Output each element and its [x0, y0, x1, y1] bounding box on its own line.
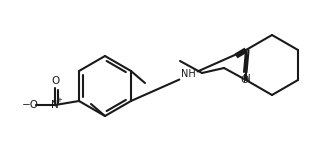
Text: −O: −O — [22, 100, 38, 110]
Text: N: N — [51, 100, 59, 110]
Text: N: N — [243, 74, 251, 84]
Text: O: O — [51, 76, 59, 86]
Text: NH: NH — [181, 69, 196, 78]
Text: O: O — [240, 75, 248, 85]
Text: +: + — [57, 96, 62, 103]
